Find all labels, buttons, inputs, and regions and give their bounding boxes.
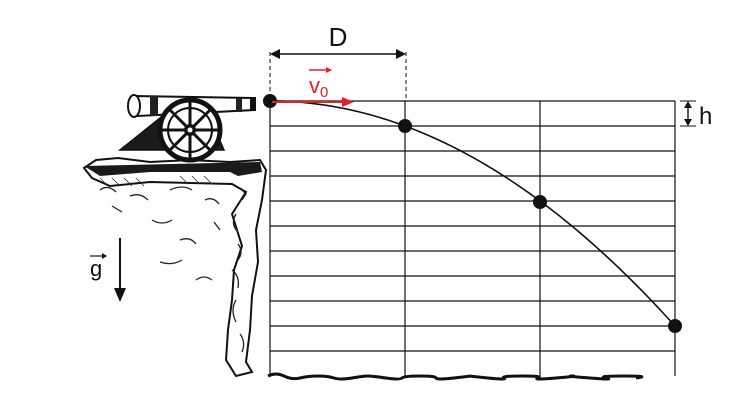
measurement-grid: [269, 100, 676, 376]
gravity-vector-bar: [90, 253, 107, 259]
gravity-label: g: [90, 256, 102, 281]
ball-position-2: [533, 195, 547, 209]
velocity-vector-bar: [309, 67, 332, 73]
gravity-arrow: [114, 238, 126, 302]
velocity-label: v0: [309, 73, 328, 101]
drop-label: h: [699, 103, 712, 130]
velocity-arrow: [272, 97, 354, 107]
ball-position-3: [668, 319, 682, 333]
cannon-icon: [117, 94, 256, 163]
spacing-dimension: [269, 49, 407, 100]
cliff-icon: [82, 156, 268, 378]
trajectory-curve: [269, 100, 676, 327]
ball-position-0: [263, 94, 277, 108]
velocity-subscript: 0: [320, 84, 328, 101]
velocity-symbol: v: [309, 73, 320, 98]
ground-line: [267, 372, 644, 381]
ball-position-1: [398, 119, 412, 133]
drop-dimension: [680, 100, 696, 127]
spacing-label: D: [329, 22, 348, 52]
